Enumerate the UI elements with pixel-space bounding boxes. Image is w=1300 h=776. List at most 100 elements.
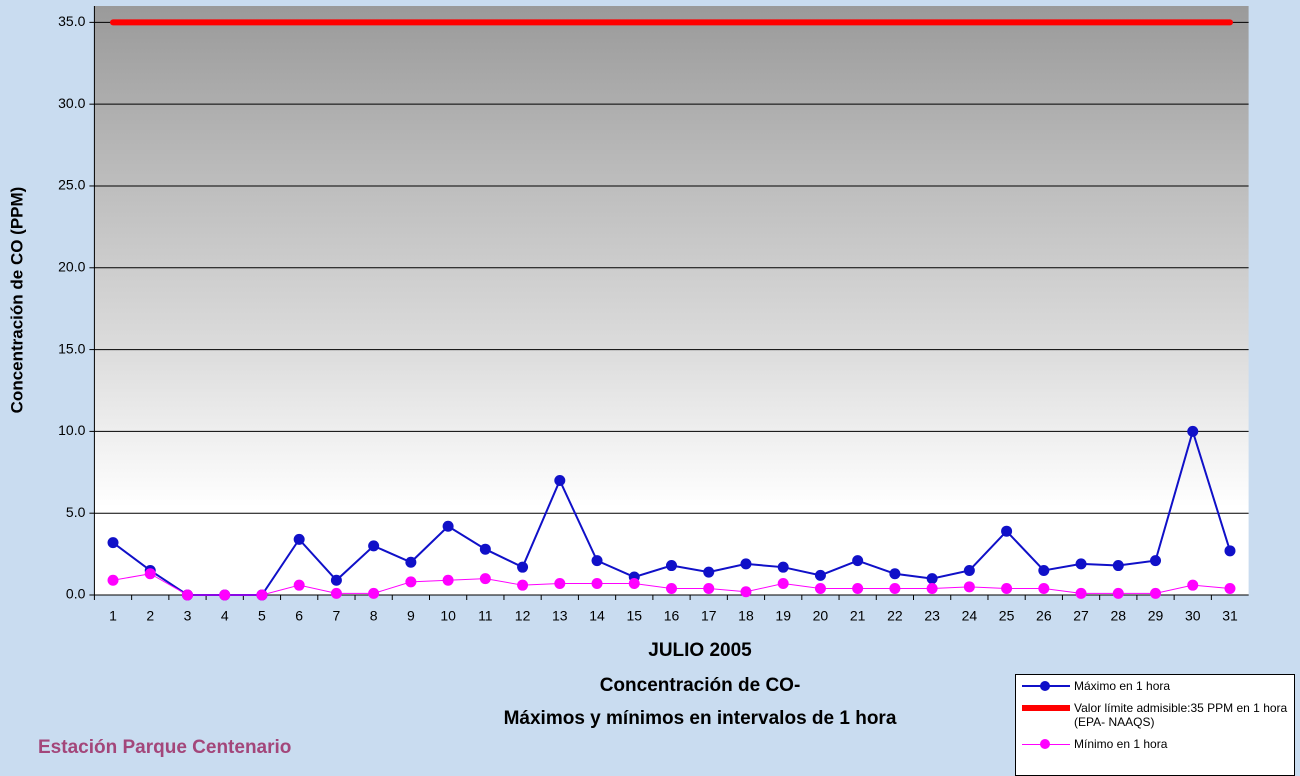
data-point — [778, 562, 789, 573]
data-point — [405, 557, 416, 568]
data-point — [740, 586, 751, 597]
data-point — [1038, 565, 1049, 576]
data-point — [815, 583, 826, 594]
data-point — [331, 575, 342, 586]
data-point — [108, 575, 119, 586]
y-tick-label: 30.0 — [58, 95, 85, 111]
chart: JULIO 2005 Concentración de CO- Máximos … — [0, 0, 1300, 776]
data-point — [443, 521, 454, 532]
legend-label: Máximo en 1 hora — [1074, 679, 1170, 693]
data-point — [294, 580, 305, 591]
data-point — [1076, 558, 1087, 569]
x-tick-label: 24 — [962, 608, 978, 624]
chart-subtitle: Máximos y mínimos en intervalos de 1 hor… — [504, 708, 897, 729]
x-tick-label: 1 — [109, 608, 117, 624]
legend-item: Mínimo en 1 hora — [1020, 737, 1290, 751]
x-tick-label: 9 — [407, 608, 415, 624]
data-point — [554, 475, 565, 486]
data-point — [368, 540, 379, 551]
y-tick-label: 10.0 — [58, 422, 85, 438]
data-point — [1224, 545, 1235, 556]
data-point — [443, 575, 454, 586]
x-tick-label: 11 — [478, 608, 493, 624]
legend-label: Mínimo en 1 hora — [1074, 737, 1167, 751]
data-point — [554, 578, 565, 589]
x-tick-label: 21 — [850, 608, 866, 624]
x-tick-label: 2 — [146, 608, 154, 624]
x-tick-label: 12 — [515, 608, 531, 624]
data-point — [368, 588, 379, 599]
x-tick-label: 28 — [1110, 608, 1126, 624]
data-point — [1076, 588, 1087, 599]
legend-swatch — [1022, 705, 1070, 711]
chart-title: Concentración de CO- — [600, 675, 801, 696]
legend-marker — [1040, 681, 1050, 691]
x-tick-label: 31 — [1222, 608, 1238, 624]
data-point — [294, 534, 305, 545]
data-point — [108, 537, 119, 548]
data-point — [145, 568, 156, 579]
y-tick-label: 35.0 — [58, 13, 85, 29]
data-point — [852, 583, 863, 594]
data-point — [592, 578, 603, 589]
y-tick-label: 5.0 — [66, 504, 86, 520]
x-tick-label: 22 — [887, 608, 903, 624]
x-tick-label: 13 — [552, 608, 568, 624]
x-tick-label: 20 — [813, 608, 829, 624]
data-point — [219, 590, 230, 601]
data-point — [927, 573, 938, 584]
data-point — [517, 580, 528, 591]
x-tick-label: 30 — [1185, 608, 1201, 624]
data-point — [1187, 580, 1198, 591]
x-tick-label: 6 — [295, 608, 303, 624]
x-tick-label: 5 — [258, 608, 266, 624]
plot-area — [94, 6, 1248, 595]
data-point — [1113, 588, 1124, 599]
y-tick-label: 20.0 — [58, 258, 85, 274]
data-point — [1001, 526, 1012, 537]
data-point — [703, 583, 714, 594]
data-point — [927, 583, 938, 594]
data-point — [331, 588, 342, 599]
data-point — [480, 573, 491, 584]
y-tick-label: 25.0 — [58, 177, 85, 193]
data-point — [889, 583, 900, 594]
station-label: Estación Parque Centenario — [38, 737, 291, 758]
x-tick-label: 26 — [1036, 608, 1052, 624]
data-point — [629, 578, 640, 589]
x-tick-label: 4 — [221, 608, 229, 624]
legend-item: Máximo en 1 hora — [1020, 679, 1290, 693]
x-tick-label: 16 — [664, 608, 680, 624]
page: JULIO 2005 Concentración de CO- Máximos … — [0, 0, 1300, 776]
y-tick-label: 0.0 — [66, 586, 86, 602]
data-point — [592, 555, 603, 566]
data-point — [852, 555, 863, 566]
data-point — [740, 558, 751, 569]
data-point — [256, 590, 267, 601]
data-point — [964, 565, 975, 576]
data-point — [405, 576, 416, 587]
x-tick-label: 3 — [184, 608, 192, 624]
legend-swatch — [1022, 685, 1070, 687]
x-tick-label: 14 — [589, 608, 605, 624]
x-tick-label: 19 — [775, 608, 791, 624]
x-tick-label: 23 — [924, 608, 940, 624]
data-point — [1187, 426, 1198, 437]
data-point — [1224, 583, 1235, 594]
x-tick-label: 17 — [701, 608, 717, 624]
x-tick-label: 8 — [370, 608, 378, 624]
data-point — [1150, 588, 1161, 599]
x-tick-label: 15 — [626, 608, 642, 624]
data-point — [517, 562, 528, 573]
data-point — [815, 570, 826, 581]
data-point — [666, 583, 677, 594]
data-point — [1038, 583, 1049, 594]
x-axis-label: JULIO 2005 — [648, 640, 752, 661]
data-point — [703, 567, 714, 578]
x-tick-label: 29 — [1148, 608, 1164, 624]
x-tick-label: 7 — [333, 608, 341, 624]
x-tick-label: 25 — [999, 608, 1015, 624]
y-axis-label: Concentración de CO (PPM) — [7, 187, 26, 414]
y-tick-label: 15.0 — [58, 340, 85, 356]
